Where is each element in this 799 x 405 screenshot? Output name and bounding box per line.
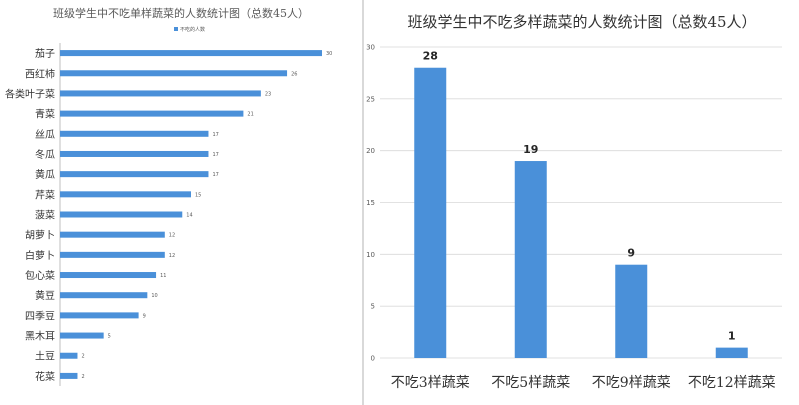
data-label: 9 [627, 247, 635, 260]
category-label: 包心菜 [25, 269, 55, 282]
category-label: 黑木耳 [25, 331, 55, 343]
category-label: 茄子 [35, 47, 55, 60]
left-bars: 茄子 30 西红柿 26 各类叶子菜 23 青菜 21 丝瓜 17 冬瓜 17 黄瓜 17 芹菜 15 菠菜 14… [5, 43, 332, 386]
data-label: 23 [265, 91, 271, 97]
bar [60, 90, 261, 97]
category-label: 四季豆 [25, 310, 55, 322]
data-label: 5 [108, 334, 111, 340]
data-label: 1 [728, 330, 736, 343]
category-label: 土豆 [35, 350, 55, 363]
bar [60, 150, 209, 157]
y-tick-label: 5 [371, 303, 375, 311]
data-label: 15 [195, 192, 201, 198]
y-tick-label: 0 [371, 355, 375, 363]
category-label: 不吃12样蔬菜 [688, 375, 776, 391]
category-label: 花菜 [35, 370, 55, 383]
bar [60, 211, 183, 218]
left-chart-title: 班级学生中不吃单样蔬菜的人数统计图（总数45人） [53, 6, 309, 20]
bar [414, 67, 447, 358]
y-tick-label: 10 [366, 251, 375, 259]
data-label: 21 [247, 112, 253, 118]
horizontal-bar-chart: 班级学生中不吃单样蔬菜的人数统计图（总数45人） 不吃的人数 茄子 30 西红柿 26… [5, 6, 332, 386]
left-chart-panel: 班级学生中不吃单样蔬菜的人数统计图（总数45人） 不吃的人数 茄子 30 西红柿 26… [0, 0, 363, 405]
category-label: 白萝卜 [25, 249, 55, 262]
data-label: 14 [186, 213, 192, 219]
category-label: 黄豆 [35, 289, 55, 302]
bar [60, 372, 78, 379]
right-bars: 28 不吃3样蔬菜 19 不吃5样蔬菜 9 不吃9样蔬菜 1 不吃12样蔬菜 [391, 50, 776, 391]
bar [60, 251, 165, 258]
bar [615, 264, 648, 358]
data-label: 30 [326, 51, 332, 57]
data-label: 10 [151, 293, 157, 299]
category-label: 胡萝卜 [25, 229, 55, 242]
category-label: 黄瓜 [35, 168, 55, 181]
bar [60, 352, 78, 359]
data-label: 2 [81, 354, 84, 360]
bar [60, 171, 209, 178]
legend-label: 不吃的人数 [180, 26, 205, 33]
y-tick-label: 15 [366, 199, 375, 207]
data-label: 26 [291, 71, 297, 77]
vertical-bar-chart: 班级学生中不吃多样蔬菜的人数统计图（总数45人） 0 5 10 15 20 25 30 28… [366, 13, 782, 391]
category-label: 不吃3样蔬菜 [391, 375, 470, 391]
category-label: 冬瓜 [35, 148, 55, 161]
category-label: 菠菜 [35, 210, 55, 222]
category-label: 各类叶子菜 [5, 87, 55, 100]
bar [60, 191, 191, 198]
y-tick-label: 25 [366, 95, 375, 103]
right-gridlines: 0 5 10 15 20 25 30 [366, 44, 782, 363]
data-label: 19 [523, 143, 538, 156]
data-label: 12 [169, 233, 175, 239]
bar [60, 130, 209, 137]
bar [60, 312, 139, 319]
data-label: 28 [423, 50, 438, 63]
bar [60, 70, 288, 77]
data-label: 17 [212, 172, 218, 178]
data-label: 12 [169, 253, 175, 259]
category-label: 青菜 [35, 108, 55, 121]
bar [60, 332, 104, 339]
category-label: 西红柿 [25, 67, 55, 80]
bar [60, 50, 322, 57]
y-tick-label: 20 [366, 147, 375, 155]
bar [715, 347, 748, 358]
bar [514, 161, 547, 358]
left-legend: 不吃的人数 [174, 26, 205, 33]
data-label: 2 [81, 374, 84, 380]
data-label: 11 [160, 273, 166, 279]
category-label: 芹菜 [35, 189, 55, 201]
category-label: 不吃9样蔬菜 [592, 375, 671, 391]
bar [60, 110, 244, 117]
right-chart-title: 班级学生中不吃多样蔬菜的人数统计图（总数45人） [407, 13, 756, 31]
data-label: 9 [143, 313, 146, 319]
category-label: 不吃5样蔬菜 [491, 375, 570, 391]
category-label: 丝瓜 [35, 129, 55, 141]
bar [60, 272, 157, 279]
right-chart-panel: 班级学生中不吃多样蔬菜的人数统计图（总数45人） 0 5 10 15 20 25 30 28… [363, 0, 799, 405]
data-label: 17 [212, 152, 218, 158]
bar [60, 292, 148, 299]
data-label: 17 [212, 132, 218, 138]
legend-swatch [174, 27, 178, 31]
bar [60, 231, 165, 238]
y-tick-label: 30 [366, 44, 375, 52]
